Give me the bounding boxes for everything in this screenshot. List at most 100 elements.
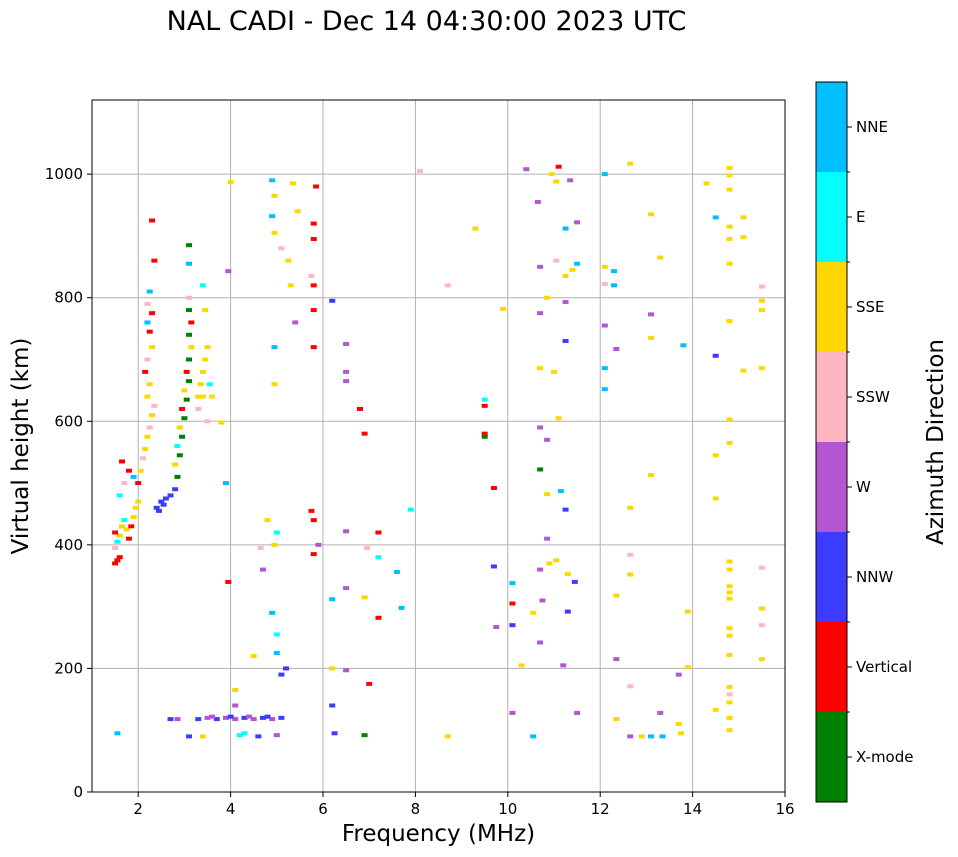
data-point (137, 468, 144, 473)
data-point (174, 474, 181, 479)
data-point (310, 345, 317, 350)
data-point (310, 518, 317, 523)
colorbar-segment (816, 622, 847, 712)
data-point (241, 731, 248, 736)
data-point (181, 416, 188, 421)
data-point (195, 406, 202, 411)
data-point (144, 434, 151, 439)
data-point (678, 731, 685, 736)
data-point (555, 416, 562, 421)
data-point (562, 338, 569, 343)
data-point (273, 650, 280, 655)
data-point (481, 434, 488, 439)
data-point (329, 703, 336, 708)
data-point (546, 561, 553, 566)
data-point (135, 499, 142, 504)
data-point (197, 382, 204, 387)
plot-frame (91, 99, 786, 793)
colorbar-tick-label: NNE (856, 118, 888, 136)
data-point (139, 456, 146, 461)
data-point (144, 320, 151, 325)
x-tick-label: 16 (775, 800, 794, 818)
data-point (548, 172, 555, 177)
data-point (292, 320, 299, 325)
data-point (726, 652, 733, 657)
data-point (574, 220, 581, 225)
colorbar-tick-label: NNW (856, 568, 893, 586)
data-point (758, 298, 765, 303)
data-point (726, 165, 733, 170)
data-point (555, 164, 562, 169)
data-point (119, 524, 126, 529)
data-point (232, 703, 239, 708)
data-point (726, 567, 733, 572)
data-point (285, 258, 292, 263)
data-point (287, 283, 294, 288)
colorbar-tick-label: SSE (856, 298, 885, 316)
data-point (186, 332, 193, 337)
data-point (680, 343, 687, 348)
colorbar-tick-label: X-mode (856, 748, 913, 766)
data-point (444, 283, 451, 288)
data-point (250, 654, 257, 659)
data-point (562, 274, 569, 279)
data-point (539, 598, 546, 603)
data-point (740, 368, 747, 373)
data-point (204, 715, 211, 720)
data-point (567, 178, 574, 183)
data-point (537, 640, 544, 645)
data-point (553, 258, 560, 263)
data-point (361, 733, 368, 738)
data-point (627, 505, 634, 510)
data-point (186, 357, 193, 362)
data-point (571, 579, 578, 584)
data-point (199, 283, 206, 288)
data-point (329, 597, 336, 602)
data-point (601, 323, 608, 328)
data-point (186, 379, 193, 384)
data-point (146, 382, 153, 387)
data-point (186, 734, 193, 739)
data-point (726, 596, 733, 601)
data-point (518, 663, 525, 668)
data-point (329, 298, 336, 303)
data-point (199, 734, 206, 739)
data-point (564, 571, 571, 576)
data-point (557, 489, 564, 494)
data-point (758, 284, 765, 289)
data-point (613, 657, 620, 662)
data-point (726, 728, 733, 733)
data-point (601, 282, 608, 287)
data-point (726, 692, 733, 697)
data-point (294, 209, 301, 214)
data-point (407, 507, 414, 512)
data-point (151, 403, 158, 408)
y-tick-label: 200 (54, 659, 83, 677)
data-point (481, 403, 488, 408)
data-point (271, 542, 278, 547)
data-point (726, 224, 733, 229)
colorbar-segment (816, 172, 847, 262)
data-point (657, 710, 664, 715)
data-point (472, 226, 479, 231)
data-point (648, 473, 655, 478)
data-point (172, 487, 179, 492)
data-point (613, 717, 620, 722)
data-point (331, 731, 338, 736)
data-point (289, 181, 296, 186)
data-point (232, 717, 239, 722)
data-point (726, 237, 733, 242)
data-point (271, 230, 278, 235)
data-point (264, 518, 271, 523)
data-point (227, 714, 234, 719)
data-point (758, 606, 765, 611)
data-point (202, 357, 209, 362)
data-point (273, 733, 280, 738)
data-point (375, 555, 382, 560)
data-point (627, 684, 634, 689)
data-point (206, 382, 213, 387)
data-point (627, 572, 634, 577)
data-point (703, 181, 710, 186)
data-point (627, 734, 634, 739)
data-point (204, 419, 211, 424)
